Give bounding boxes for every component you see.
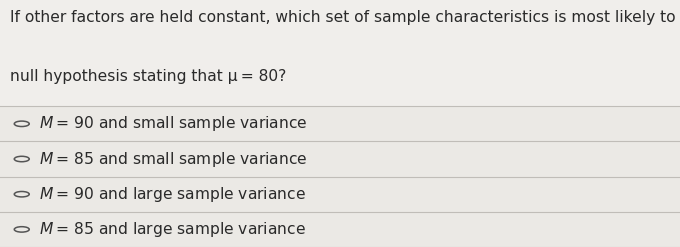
Text: $\it{M}$ = 85 and large sample variance: $\it{M}$ = 85 and large sample variance <box>39 220 306 239</box>
Bar <box>0 0 680 153</box>
Text: If other factors are held constant, which set of sample characteristics is most : If other factors are held constant, whic… <box>10 10 680 25</box>
Bar <box>0 177 680 212</box>
Bar <box>0 141 680 177</box>
Text: $\it{M}$ = 90 and small sample variance: $\it{M}$ = 90 and small sample variance <box>39 114 308 133</box>
Bar <box>0 106 680 141</box>
Text: $\it{M}$ = 90 and large sample variance: $\it{M}$ = 90 and large sample variance <box>39 185 306 204</box>
Text: null hypothesis stating that μ = 80?: null hypothesis stating that μ = 80? <box>10 69 286 84</box>
Bar <box>0 212 680 247</box>
Text: $\it{M}$ = 85 and small sample variance: $\it{M}$ = 85 and small sample variance <box>39 149 308 168</box>
